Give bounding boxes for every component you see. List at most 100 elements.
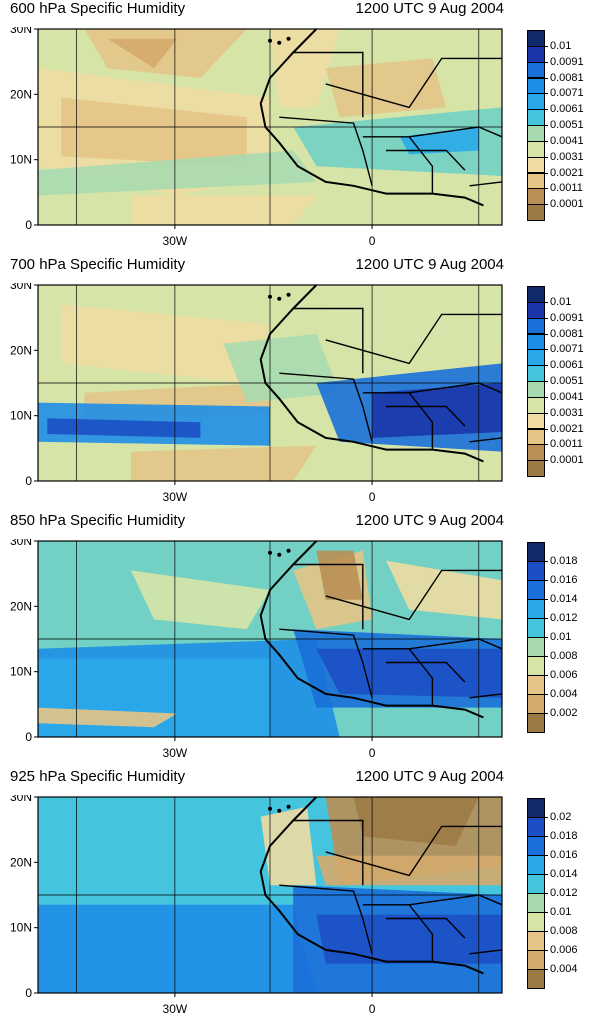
country-border: [325, 57, 502, 109]
colorbar-label: 0.004: [550, 688, 578, 700]
colorbar-swatch: [527, 912, 545, 932]
humidity-contour: [316, 855, 502, 886]
colorbar-tick: [545, 912, 548, 913]
country-border: [325, 569, 502, 621]
colorbar-label: 0.008: [550, 925, 578, 937]
island: [286, 292, 291, 297]
country-border: [293, 307, 364, 374]
country-border: [386, 149, 466, 171]
panel-title: 925 hPa Specific Humidity: [10, 768, 186, 785]
colorbar-swatch: [527, 286, 545, 303]
colorbar-tick: [545, 381, 548, 382]
colorbar-tick: [545, 172, 548, 174]
colorbar-tick: [545, 618, 548, 619]
colorbar-label: 0.01: [550, 631, 572, 643]
lat-label: 20N: [10, 87, 32, 101]
colorbar-tick: [545, 599, 548, 600]
colorbar-swatch: [527, 836, 545, 856]
humidity-contour: [260, 806, 317, 886]
island: [286, 804, 291, 809]
colorbar-swatch: [527, 61, 545, 79]
colorbar: 0.018 0.016 0.014 0.012 0.01 0.008 0.006 0.004 0…: [527, 542, 600, 733]
humidity-contour: [130, 195, 317, 225]
colorbar-label: 0.0081: [550, 71, 584, 84]
country-border: [362, 648, 434, 706]
lon-label: 0: [369, 234, 376, 248]
colorbar-label: 0.006: [550, 669, 578, 681]
panel-925hpa: 925 hPa Specific Humidity 1200 UTC 9 Aug…: [0, 768, 600, 1023]
colorbar-label: 0.0091: [550, 311, 584, 324]
panel-date: 1200 UTC 9 Aug 2004: [355, 768, 504, 785]
colorbar-swatch: [527, 301, 545, 319]
colorbar-label: 0.0091: [550, 55, 584, 68]
colorbar-tick: [545, 969, 548, 970]
colorbar-tick: [545, 204, 548, 206]
colorbar-label: 0.016: [550, 574, 578, 586]
panel-date: 1200 UTC 9 Aug 2004: [355, 0, 504, 17]
colorbar-swatch: [527, 365, 545, 382]
humidity-contour: [61, 304, 271, 383]
humidity-contour: [325, 58, 447, 118]
colorbar: 0.01 0.0091 0.0081 0.0071 0.0061 0.0051 0.0041…: [527, 286, 600, 477]
lat-label: 20N: [10, 855, 32, 869]
lat-label: 10N: [10, 153, 32, 167]
humidity-contour: [316, 648, 502, 698]
colorbar-tick: [545, 656, 548, 657]
colorbar-swatch: [527, 317, 545, 335]
lat-label: 10N: [10, 409, 32, 423]
colorbar-swatch: [527, 694, 545, 714]
colorbar-swatch: [527, 77, 545, 95]
country-border: [386, 405, 466, 427]
colorbar-label: 0.0071: [550, 87, 584, 100]
lat-label: 0: [25, 730, 32, 744]
colorbar-label: 0.006: [550, 944, 578, 956]
colorbar-label: 0.01: [550, 295, 572, 308]
colorbar-label: 0.016: [550, 849, 578, 861]
colorbar-label: 0.002: [550, 707, 578, 719]
colorbar-label: 0.0061: [550, 103, 584, 116]
lat-label: 30N: [10, 283, 32, 292]
colorbar-label: 0.018: [550, 555, 578, 567]
colorbar-tick: [545, 893, 548, 894]
country-border: [362, 136, 434, 194]
colorbar-swatch: [527, 637, 545, 657]
colorbar-swatch: [527, 349, 545, 367]
country-border: [469, 693, 503, 699]
colorbar-tick: [545, 109, 548, 111]
colorbar-tick: [545, 713, 548, 714]
colorbar-swatch: [527, 428, 545, 446]
country-border: [279, 116, 373, 186]
colorbar-swatch: [527, 396, 545, 414]
panel-600hpa: 600 hPa Specific Humidity 1200 UTC 9 Aug…: [0, 0, 600, 255]
country-border: [279, 372, 373, 442]
colorbar-label: 0.0051: [550, 119, 584, 131]
colorbar-label: 0.0001: [550, 198, 584, 211]
country-border: [293, 563, 364, 630]
humidity-contour: [316, 550, 363, 600]
colorbar-label: 0.014: [550, 868, 578, 880]
colorbar-label: 0.004: [550, 963, 578, 975]
country-border: [325, 825, 502, 877]
country-border: [362, 392, 434, 450]
colorbar-label: 0.0021: [550, 422, 584, 435]
country-border: [386, 917, 466, 939]
humidity-map: 30N 20N 10N 0 30W 0: [10, 283, 503, 504]
humidity-contour: [130, 445, 317, 481]
map-frame: [37, 540, 503, 738]
panel-date: 1200 UTC 9 Aug 2004: [355, 256, 504, 273]
country-border: [325, 313, 502, 365]
humidity-contour: [316, 914, 502, 964]
humidity-contour: [47, 418, 201, 438]
country-border: [293, 819, 364, 886]
colorbar-tick: [545, 931, 548, 932]
colorbar-tick: [545, 950, 548, 951]
colorbar-tick: [545, 836, 548, 837]
colorbar-label: 0.0031: [550, 150, 584, 163]
country-border: [386, 661, 466, 683]
humidity-contour: [372, 383, 502, 438]
map-frame: [37, 28, 503, 226]
country-border: [279, 628, 373, 698]
colorbar-swatch: [527, 618, 545, 638]
humidity-map: 30N 20N 10N 0 30W 0: [10, 539, 503, 760]
colorbar-swatch: [527, 381, 545, 398]
